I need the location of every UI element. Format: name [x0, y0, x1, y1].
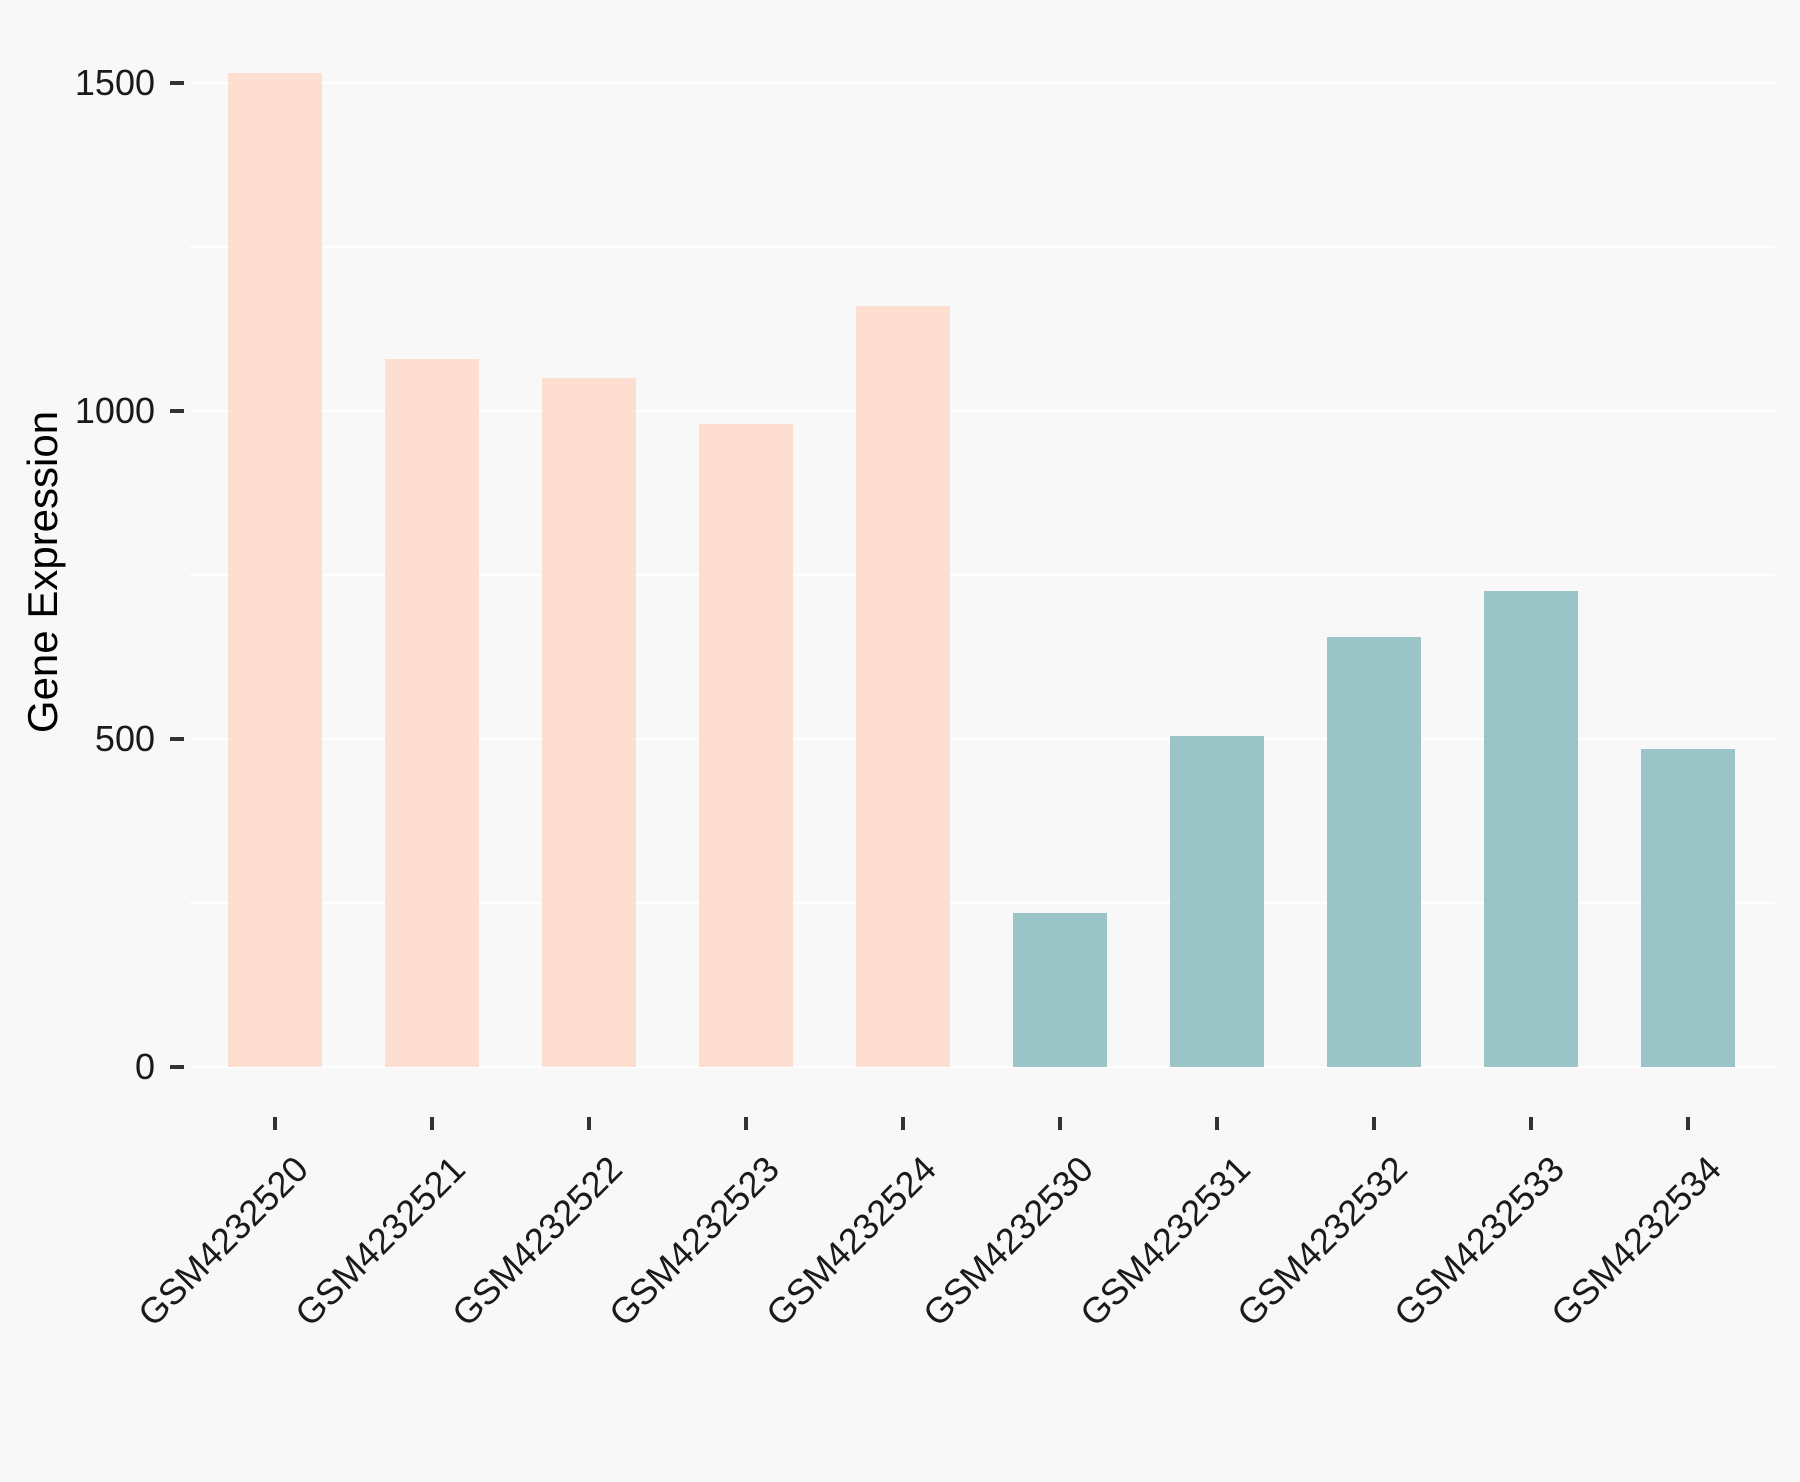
- grid-line-y-250: [190, 902, 1775, 904]
- bar-GSM4232520: [228, 73, 322, 1067]
- x-tick-label-GSM4232530: GSM4232530: [914, 1148, 1101, 1335]
- x-tick-mark-GSM4232533: [1529, 1117, 1533, 1130]
- x-tick-mark-GSM4232521: [430, 1117, 434, 1130]
- x-tick-label-GSM4232524: GSM4232524: [757, 1148, 944, 1335]
- grid-line-y-0: [190, 1066, 1775, 1068]
- bar-GSM4232521: [385, 358, 479, 1067]
- x-tick-label-GSM4232523: GSM4232523: [600, 1148, 787, 1335]
- gene-expression-bar-chart: Gene Expression 0 500 1000 1500 GSM4232520 GS…: [19, 22, 1775, 1335]
- grid-line-y-1250: [190, 246, 1775, 248]
- bar-GSM4232524: [856, 306, 950, 1067]
- x-tick-label-GSM4232532: GSM4232532: [1228, 1148, 1415, 1335]
- x-tick-label-GSM4232522: GSM4232522: [443, 1148, 630, 1335]
- y-tick-label-1500: 1500: [74, 62, 155, 103]
- x-tick-mark-GSM4232534: [1686, 1117, 1690, 1130]
- x-tick-label-GSM4232521: GSM4232521: [286, 1148, 473, 1335]
- y-tick-mark-0: [170, 1065, 184, 1069]
- x-tick-mark-GSM4232532: [1372, 1117, 1376, 1130]
- grid-line-y-1500: [190, 82, 1775, 84]
- x-tick-mark-GSM4232524: [901, 1117, 905, 1130]
- x-tick-mark-GSM4232523: [744, 1117, 748, 1130]
- x-tick-mark-GSM4232531: [1215, 1117, 1219, 1130]
- grid-line-y-750: [190, 574, 1775, 576]
- grid-line-y-500: [190, 738, 1775, 740]
- y-tick-label-500: 500: [94, 718, 155, 759]
- x-tick-mark-GSM4232520: [273, 1117, 277, 1130]
- bar-GSM4232522: [542, 378, 636, 1067]
- y-tick-label-1000: 1000: [74, 390, 155, 431]
- x-tick-label-GSM4232534: GSM4232534: [1542, 1148, 1729, 1335]
- bar-GSM4232531: [1170, 735, 1264, 1067]
- y-tick-mark-500: [170, 737, 184, 741]
- x-tick-label-GSM4232533: GSM4232533: [1385, 1148, 1572, 1335]
- bar-GSM4232530: [1013, 912, 1107, 1067]
- y-tick-mark-1000: [170, 409, 184, 413]
- bar-GSM4232534: [1641, 748, 1735, 1067]
- grid-line-y-1000: [190, 410, 1775, 412]
- y-axis-title: Gene Expression: [19, 410, 66, 734]
- bar-GSM4232523: [699, 424, 793, 1067]
- y-tick-label-0: 0: [134, 1046, 155, 1087]
- x-tick-label-GSM4232531: GSM4232531: [1071, 1148, 1258, 1335]
- x-tick-mark-GSM4232530: [1058, 1117, 1062, 1130]
- x-tick-mark-GSM4232522: [587, 1117, 591, 1130]
- plot-panel: [190, 22, 1775, 1117]
- bar-GSM4232532: [1327, 637, 1421, 1067]
- y-tick-mark-1500: [170, 81, 184, 85]
- bar-GSM4232533: [1484, 591, 1578, 1067]
